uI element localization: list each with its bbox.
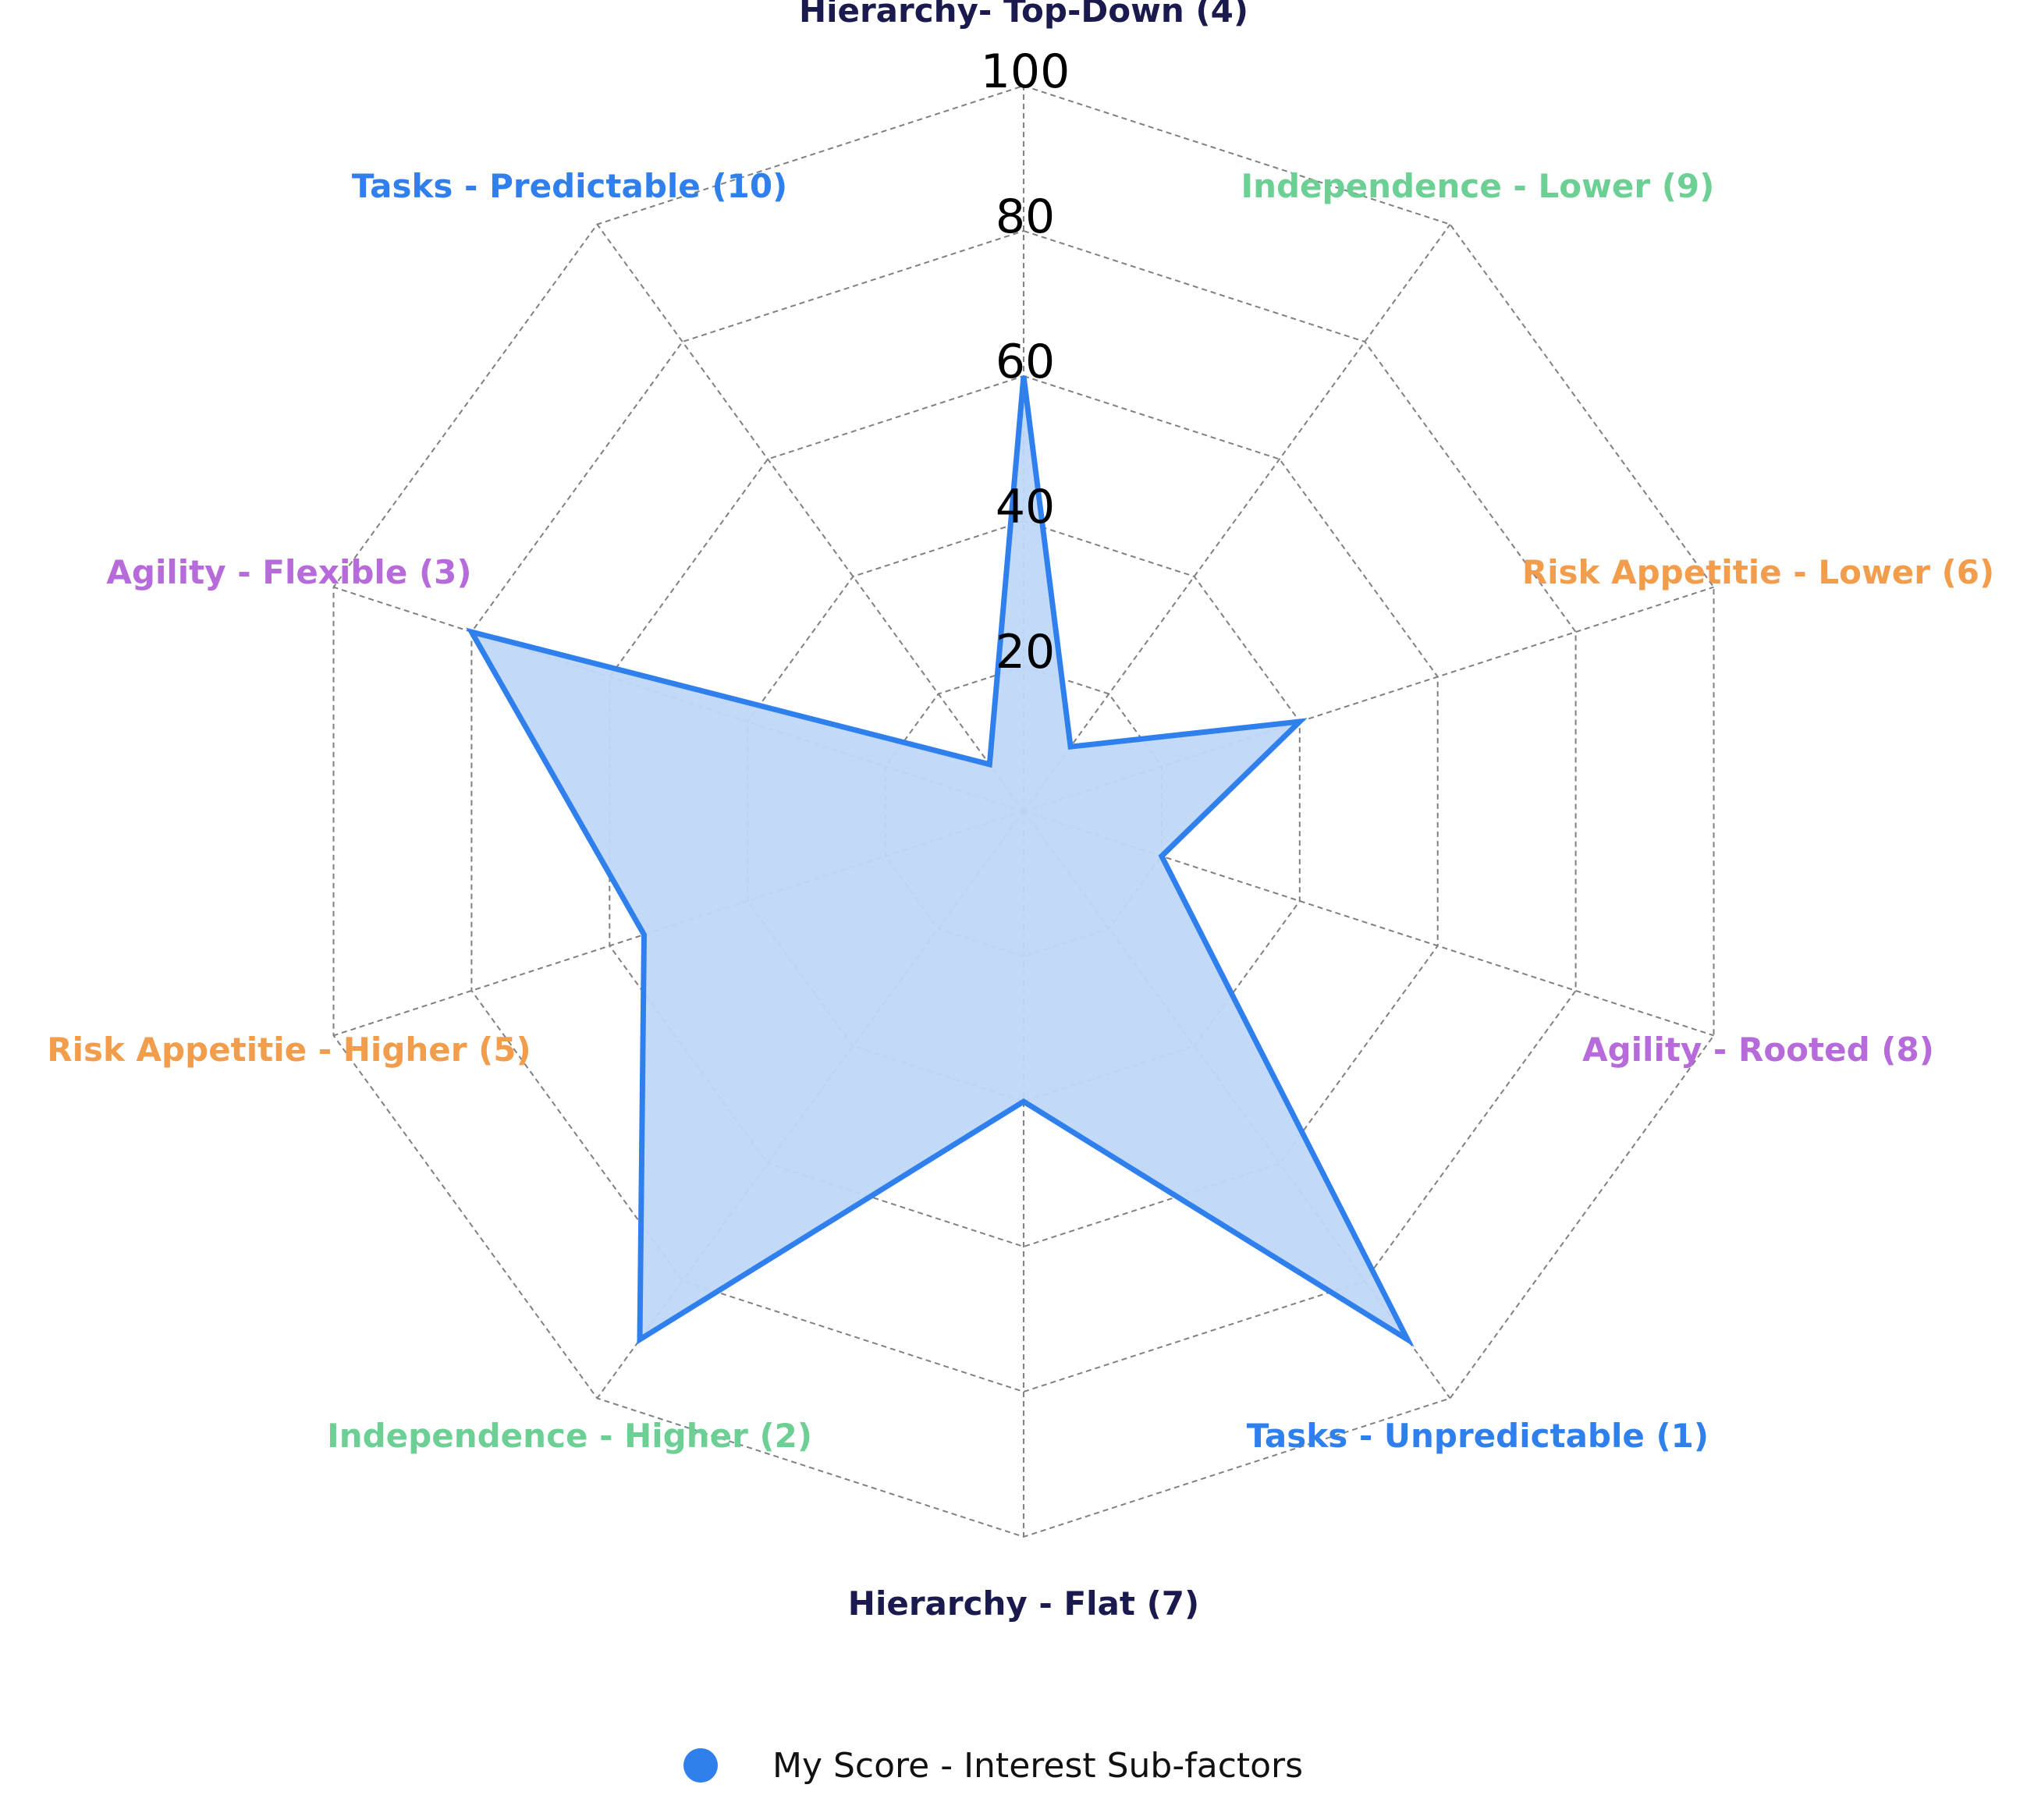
axis-label-1: Independence - Lower (9) <box>1241 167 1714 205</box>
tick-label-100: 100 <box>981 44 1070 99</box>
tick-label-80: 80 <box>996 190 1055 244</box>
legend: My Score - Interest Sub-factors <box>683 1746 1303 1786</box>
radar-series <box>466 375 1415 1347</box>
series-point-8 <box>470 631 473 633</box>
grid-spoke-1 <box>1023 224 1451 812</box>
axis-label-0: Hierarchy- Top-Down (4) <box>799 0 1248 30</box>
axis-label-8: Agility - Flexible (3) <box>106 553 471 591</box>
series-area-0 <box>471 376 1408 1340</box>
series-point-2 <box>1298 721 1301 722</box>
series-point-9 <box>989 763 991 765</box>
series-point-7 <box>643 934 645 936</box>
series-point-6 <box>639 1339 641 1341</box>
series-point-4 <box>1407 1339 1408 1341</box>
series-point-3 <box>1160 855 1163 857</box>
axis-label-5: Hierarchy - Flat (7) <box>848 1584 1199 1623</box>
series-point-5 <box>1023 1101 1024 1102</box>
tick-label-60: 60 <box>996 335 1055 389</box>
axis-labels: Hierarchy- Top-Down (4) Independence - Lo… <box>47 0 1994 1623</box>
axis-label-6: Independence - Higher (2) <box>327 1417 812 1455</box>
series-point-0 <box>1023 375 1024 377</box>
legend-label-0: My Score - Interest Sub-factors <box>772 1746 1303 1786</box>
series-point-1 <box>1070 746 1072 748</box>
grid-ring-80 <box>470 229 1577 1393</box>
axis-label-4: Tasks - Unpredictable (1) <box>1247 1417 1709 1455</box>
tick-label-40: 40 <box>996 480 1055 534</box>
axis-label-3: Agility - Rooted (8) <box>1582 1031 1934 1069</box>
axis-label-7: Risk Appetitie - Higher (5) <box>47 1031 531 1069</box>
tick-label-20: 20 <box>996 625 1055 679</box>
grid-ring-60 <box>609 374 1439 1248</box>
grid-spoke-9 <box>596 224 1024 812</box>
radial-tick-labels: 20 40 60 80 100 <box>981 44 1070 679</box>
axis-label-2: Risk Appetitie - Lower (6) <box>1522 553 1994 591</box>
axis-label-9: Tasks - Predictable (10) <box>352 167 787 205</box>
legend-marker-0 <box>683 1748 718 1783</box>
